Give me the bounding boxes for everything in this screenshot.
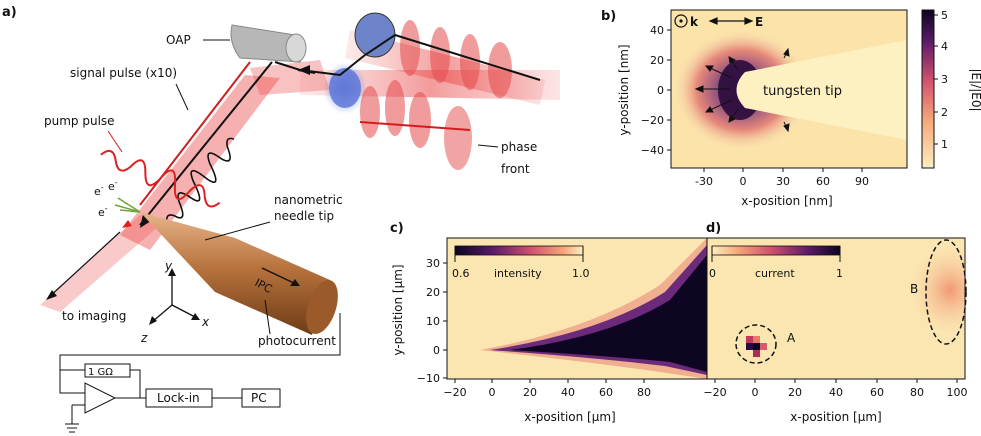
c-xtick: 20	[523, 386, 537, 399]
current-map	[707, 238, 965, 379]
panel-b-label: b)	[601, 9, 616, 24]
photocurrent-label: photocurrent	[258, 334, 336, 348]
b-xtick: 0	[740, 175, 747, 188]
pump-pulse-wave	[100, 149, 221, 208]
b-xlabel: x-position [nm]	[741, 194, 832, 208]
axis-x-label: x	[201, 315, 210, 329]
c-cbar-max: 1.0	[572, 267, 590, 280]
d-xtick: 60	[870, 386, 884, 399]
k-label: k	[690, 15, 699, 29]
tungsten-tip-label: tungsten tip	[763, 84, 842, 99]
oap-mirror	[230, 24, 307, 63]
panel-d-label: d)	[706, 221, 721, 236]
nanometric-label: nanometric	[274, 193, 343, 207]
field-map	[671, 10, 907, 168]
d-xtick: 40	[829, 386, 843, 399]
marker-a-label: A	[787, 331, 796, 345]
panel-a-label: a)	[2, 5, 17, 20]
phase-front-disks	[360, 20, 512, 170]
marker-b-label: B	[910, 282, 918, 296]
axis-y-label: y	[164, 259, 173, 273]
oap-label: OAP	[166, 33, 191, 47]
c-xlabel: x-position [μm]	[524, 410, 615, 424]
b-cbar-tick: 4	[941, 40, 948, 53]
d-xtick: 20	[788, 386, 802, 399]
panel-c-label: c)	[390, 221, 404, 236]
axis-z-label: z	[140, 331, 148, 345]
b-cbar-label: |E|/|E0|	[969, 68, 981, 111]
b-xtick: -30	[695, 175, 713, 188]
b-cbar-tick: 5	[941, 9, 948, 22]
b-ytick: 0	[657, 84, 664, 97]
e-label: E	[755, 15, 763, 29]
needle-tip	[140, 212, 338, 335]
b-xtick: 60	[816, 175, 830, 188]
c-xtick: −20	[443, 386, 466, 399]
coordinate-axes	[149, 268, 200, 325]
electron-label-1: e-	[94, 183, 104, 198]
c-ytick: 30	[426, 257, 440, 270]
c-ytick: 0	[433, 344, 440, 357]
c-ytick: 10	[426, 315, 440, 328]
c-xtick: 0	[489, 386, 496, 399]
lockin-box: Lock-in	[157, 391, 200, 405]
intensity-map	[447, 238, 707, 379]
b-ylabel: y-position [nm]	[617, 44, 631, 135]
signal-beam-path	[274, 33, 541, 81]
c-xtick: 60	[599, 386, 613, 399]
b-ytick: 20	[650, 54, 664, 67]
d-xtick: 0	[752, 386, 759, 399]
tungsten-tip-shape	[736, 40, 907, 140]
b-cbar-tick: 1	[941, 138, 948, 151]
b-ytick: −20	[641, 114, 664, 127]
d-xtick: 100	[947, 386, 968, 399]
e-field-arrow-icon	[708, 17, 754, 25]
to-imaging-label: to imaging	[62, 309, 126, 323]
c-ytick: −10	[417, 372, 440, 385]
c-cbar-label: intensity	[494, 267, 542, 280]
upper-optic	[354, 12, 396, 58]
electron-label-2: e-	[108, 178, 118, 193]
resistor-label: 1 GΩ	[88, 367, 113, 378]
b-xtick: 30	[776, 175, 790, 188]
signal-pulse-wave	[165, 137, 235, 227]
c-ylabel: y-position [μm]	[391, 264, 405, 355]
electron-arrows	[114, 197, 141, 213]
electron-label-3: e-	[98, 204, 108, 219]
front-label: front	[501, 162, 530, 176]
d-xtick: −20	[703, 386, 726, 399]
b-colorbar	[921, 9, 935, 169]
marker-a-circle	[735, 324, 777, 364]
c-colorbar	[455, 246, 583, 255]
c-cbar-min: 0.6	[452, 267, 470, 280]
panel-b-y-ticks	[667, 29, 671, 151]
k-vector-icon	[674, 14, 688, 28]
b-ytick: −40	[641, 144, 664, 157]
c-ytick: 20	[426, 286, 440, 299]
d-xtick: 80	[910, 386, 924, 399]
d-cbar-max: 1	[836, 267, 843, 280]
c-xtick: 80	[637, 386, 651, 399]
panel-b-x-ticks	[703, 168, 863, 172]
d-cbar-min: 0	[709, 267, 716, 280]
pump-pulse-label: pump pulse	[44, 114, 115, 128]
field-arrows	[694, 47, 790, 133]
b-xtick: 90	[855, 175, 869, 188]
b-cbar-tick: 2	[941, 106, 948, 119]
d-xlabel: x-position [μm]	[790, 410, 881, 424]
b-cbar-tick: 3	[941, 73, 948, 86]
d-colorbar	[712, 246, 840, 255]
c-xtick: 40	[561, 386, 575, 399]
marker-b-ellipse	[925, 239, 967, 345]
pc-box: PC	[251, 391, 267, 405]
b-ytick: 40	[650, 24, 664, 37]
circuit	[59, 313, 341, 433]
needle-tip-label: needle tip	[274, 209, 334, 223]
signal-pulse-label: signal pulse (x10)	[70, 66, 177, 80]
phase-label: phase	[501, 140, 537, 154]
d-cbar-label: current	[755, 267, 795, 280]
